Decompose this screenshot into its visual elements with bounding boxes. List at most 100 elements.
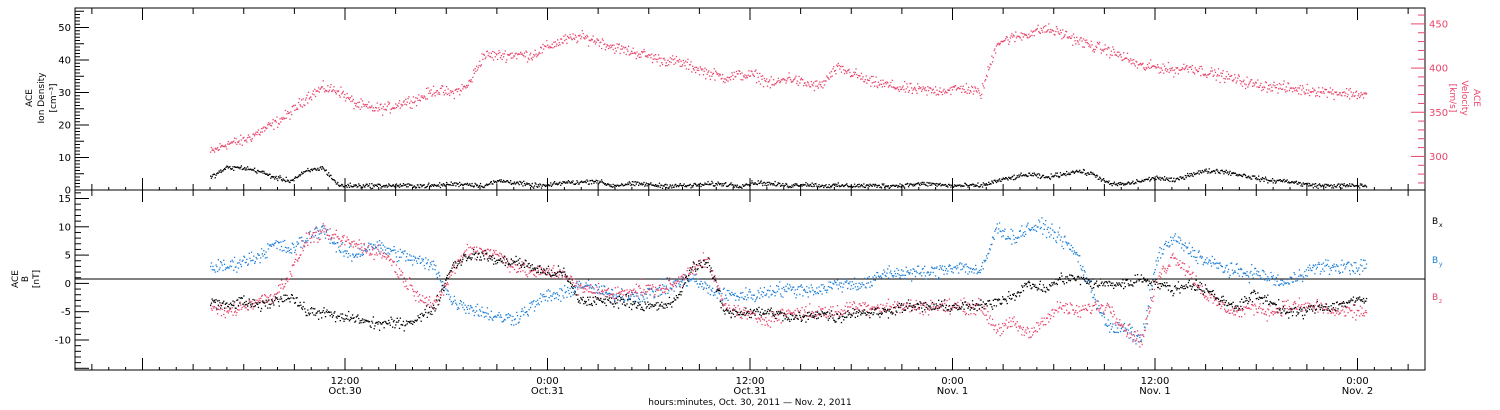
by-point [1341,259,1343,261]
velocity-point [537,54,539,56]
density-point [1076,170,1079,173]
by-point [1121,326,1123,329]
density-point [921,181,924,183]
by-point [505,314,507,316]
density-point [213,173,216,175]
density-point [425,186,427,189]
velocity-point [1249,81,1251,83]
by-point [923,272,925,274]
velocity-point [442,91,445,94]
by-point [385,253,388,255]
density-point [739,185,741,188]
b-tick-label: 10 [58,222,71,233]
by-point [880,277,883,279]
by-point [540,293,542,295]
density-point [779,182,781,184]
by-point [285,251,287,253]
density-point [946,185,948,187]
velocity-point [543,48,545,50]
by-point [1315,268,1318,270]
velocity-point [1214,71,1217,73]
by-point [601,292,603,294]
by-point [1123,330,1125,332]
density-point [1352,184,1355,187]
by-point [524,312,526,314]
by-point [958,272,960,274]
density-point [1314,185,1316,187]
velocity-point [1190,66,1192,68]
bz-point [264,295,267,297]
velocity-point [405,104,408,106]
by-point [1226,264,1228,266]
velocity-point [1355,90,1358,92]
density-point [1227,171,1229,173]
velocity-point [1121,59,1123,62]
by-point [867,282,870,284]
by-point [970,267,972,269]
bz-point [290,273,292,275]
velocity-point [446,86,448,88]
velocity-point [419,100,421,102]
by-point [904,274,907,277]
velocity-point [576,42,578,44]
by-point [1197,262,1199,265]
by-point [1246,271,1248,273]
velocity-point [1219,81,1221,84]
by-point [1184,242,1186,244]
velocity-point [429,90,431,92]
bz-point [303,244,305,246]
by-point [412,255,415,257]
velocity-point [1167,61,1170,64]
velocity-point [883,83,885,85]
density-point [469,184,472,187]
velocity-point [1338,94,1340,96]
by-point [1274,279,1276,281]
by-point [819,290,821,292]
density-point [308,170,310,172]
density-point [953,185,955,188]
velocity-point [869,77,871,79]
velocity-point [1158,72,1160,74]
density-point [331,177,333,180]
by-point [835,281,837,283]
velocity-point [1181,67,1183,69]
velocity-point [476,69,479,71]
by-point [1242,272,1244,274]
by-point [510,315,512,317]
density-point [1083,169,1085,171]
velocity-point [1096,46,1098,49]
velocity-point [544,45,546,47]
velocity-point [820,86,822,88]
density-point [1131,181,1133,184]
by-point [1126,332,1129,334]
by-point [1355,262,1357,264]
by-point [727,299,729,301]
by-point [722,288,725,290]
by-point [1176,241,1178,243]
velocity-point [443,94,445,96]
density-point [486,183,488,185]
velocity-point [242,137,244,139]
velocity-point [927,86,929,88]
density-point [296,176,298,179]
density-point [688,184,690,187]
velocity-point [1020,32,1022,34]
velocity-point [571,39,573,41]
velocity-point [852,75,854,77]
by-point [996,223,998,225]
by-point [509,314,511,316]
by-point [1349,270,1351,272]
density-point [670,185,672,187]
velocity-point [408,96,410,98]
velocity-point [1103,48,1106,50]
density-point [694,182,696,185]
by-point [1268,277,1270,280]
velocity-point [1281,88,1283,90]
velocity-point [1112,46,1114,48]
velocity-point [842,65,844,68]
velocity-point [654,54,657,56]
by-point [783,286,785,288]
velocity-point [1206,76,1208,79]
velocity-point [647,56,649,58]
density-point [1149,180,1151,182]
